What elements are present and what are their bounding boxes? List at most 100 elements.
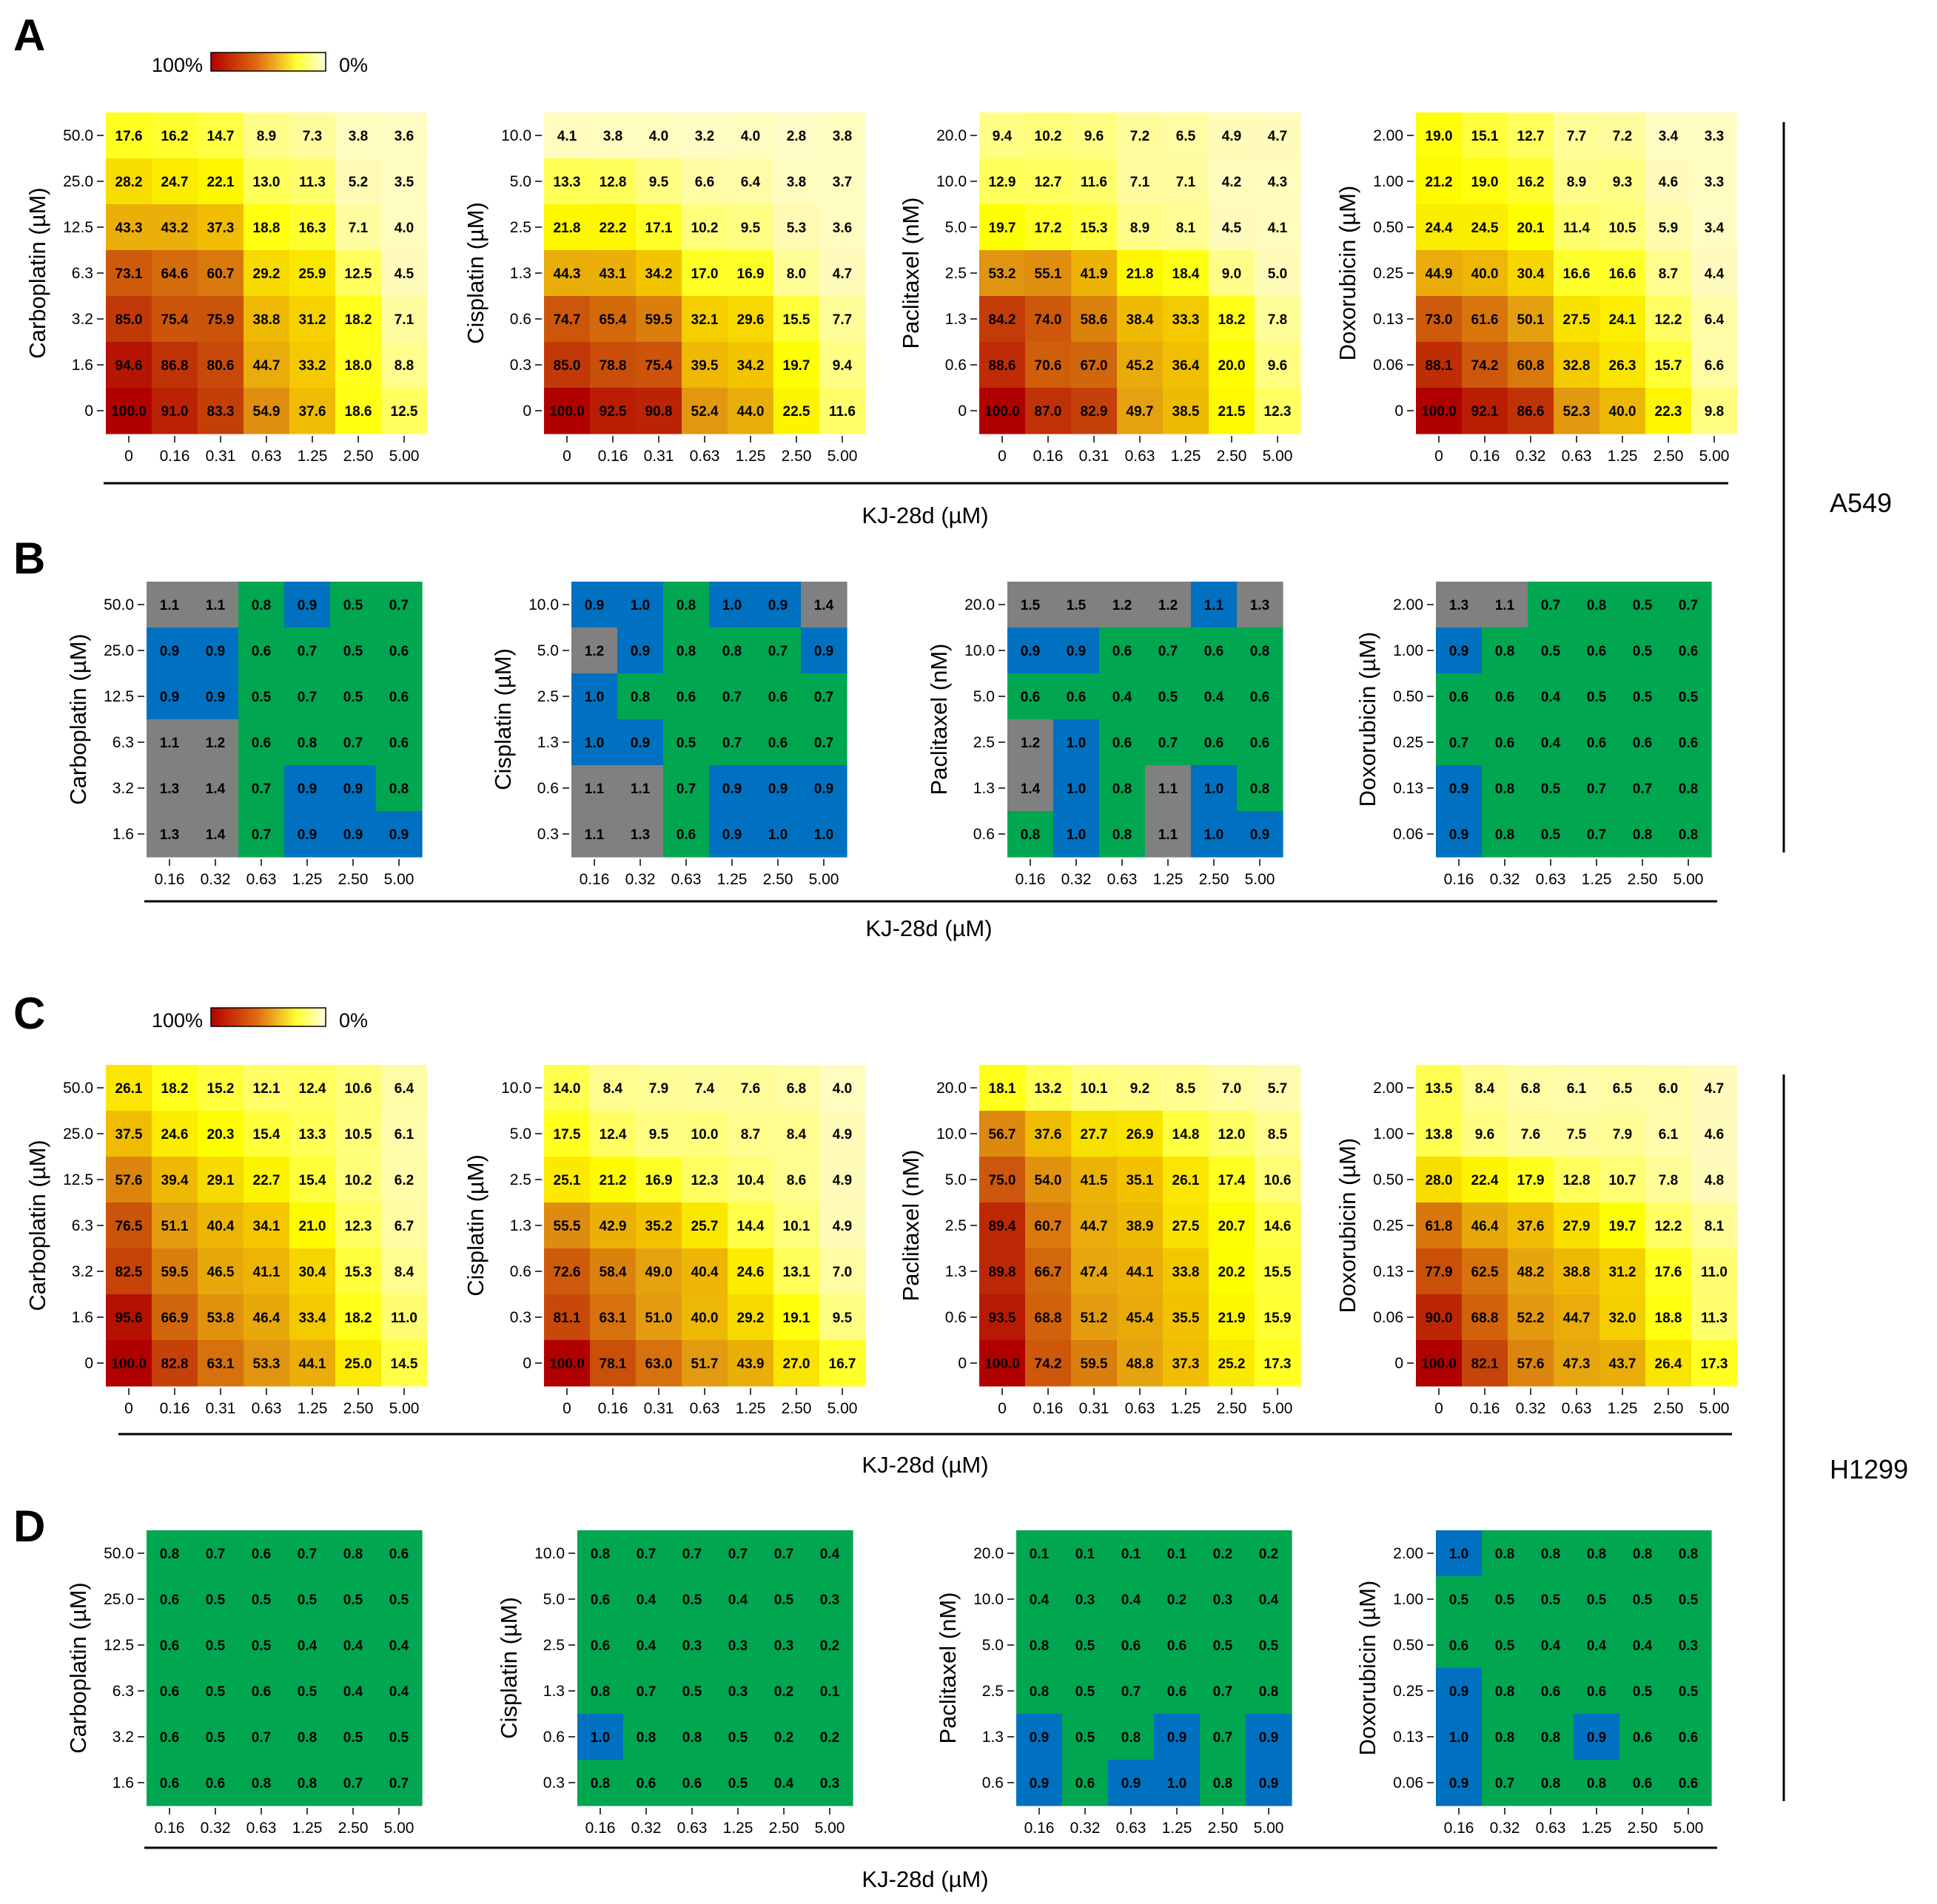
cell-value: 0.6	[160, 1592, 179, 1608]
heatmap-cell	[979, 296, 1026, 343]
heatmap-cell	[1163, 1065, 1209, 1111]
y-tick-label: 1.6	[72, 1309, 93, 1326]
cell-value: 0.7	[298, 1547, 317, 1562]
heatmap-cell	[669, 1530, 716, 1577]
cell-value: 37.6	[1035, 1127, 1062, 1143]
heatmap-cell	[1163, 158, 1209, 205]
cell-value: 0.4	[389, 1638, 409, 1654]
cell-value: 0.5	[728, 1776, 748, 1792]
y-tick-label: 0.3	[510, 357, 531, 374]
y-tick-label: 12.5	[63, 1171, 93, 1188]
cell-value: 14.0	[554, 1081, 581, 1097]
x-tick-label: 0.32	[201, 1820, 231, 1837]
cell-value: 0.8	[252, 598, 271, 613]
cell-value: 0.8	[1541, 1776, 1560, 1792]
cell-value: 0.7	[1587, 827, 1606, 843]
x-tick-label: 0.16	[160, 1400, 190, 1417]
heatmap-cell	[1665, 673, 1712, 720]
heatmap-cell	[1191, 628, 1238, 674]
cell-value: 85.0	[115, 312, 143, 328]
cell-value: 15.5	[1264, 1265, 1292, 1280]
x-tick-label: 0	[563, 1400, 571, 1417]
cell-value: 44.7	[1563, 1311, 1591, 1326]
heatmap-cell	[590, 250, 637, 297]
cell-value: 0.8	[1587, 598, 1606, 613]
y-tick-label: 1.6	[113, 826, 134, 843]
heatmap-cell	[1255, 250, 1301, 297]
heatmap-a3: 9.4 10.2 9.6 7.2 6.5 4.9 4.712.9 12.7 11.6 7.1 7.1…	[898, 112, 1301, 465]
heatmap-cell	[1053, 811, 1100, 858]
cell-value: 0.1	[1121, 1547, 1141, 1562]
y-tick-label: 0	[1394, 1355, 1403, 1372]
cell-value: 41.9	[1081, 266, 1108, 282]
heatmap-cell	[1071, 158, 1118, 205]
heatmap-cell	[682, 1340, 728, 1387]
heatmap-cell	[544, 388, 591, 434]
cell-value: 0.5	[1075, 1638, 1095, 1654]
heatmap-cell	[106, 1157, 152, 1203]
cell-value: 1.0	[1449, 1547, 1468, 1562]
cell-value: 0.3	[682, 1638, 702, 1654]
heatmap-cell	[335, 250, 382, 297]
cell-value: 15.5	[783, 312, 810, 328]
cell-value: 0.9	[298, 827, 317, 843]
heatmap-cell	[1099, 673, 1146, 720]
cell-value: 0.5	[343, 690, 363, 705]
cell-value: 0.6	[682, 1776, 702, 1792]
cell-value: 0.4	[343, 1638, 363, 1654]
cell-value: 53.2	[989, 266, 1016, 282]
y-axis-label: Cisplatin (µM)	[496, 1597, 522, 1739]
cell-value: 52.2	[1517, 1311, 1545, 1326]
cell-value: 0.8	[1495, 827, 1514, 843]
heatmap-cell	[1508, 250, 1554, 297]
heatmap-cell	[244, 250, 290, 297]
heatmap-cell	[1209, 250, 1255, 297]
x-tick-label: 0.16	[155, 1820, 185, 1837]
cell-value: 0.9	[1259, 1730, 1278, 1746]
cell-value: 1.1	[631, 781, 651, 797]
heatmap-cell	[1237, 673, 1283, 720]
heatmap-cell	[335, 1294, 382, 1341]
y-axis-label: Paclitaxel (nM)	[898, 1150, 924, 1302]
heatmap-cell	[1209, 296, 1255, 343]
cell-value: 60.7	[207, 266, 235, 282]
y-tick-label: 6.3	[72, 1217, 93, 1234]
heatmap-cell	[192, 1622, 239, 1669]
cell-value: 0.4	[637, 1592, 657, 1608]
heatmap-cell	[376, 1530, 423, 1577]
cell-value: 9.6	[1268, 358, 1287, 374]
cell-value: 0.5	[252, 1592, 272, 1608]
cell-value: 12.4	[299, 1081, 326, 1097]
cell-value: 43.9	[737, 1356, 765, 1372]
cell-value: 8.9	[1130, 221, 1149, 236]
cell-value: 17.9	[1517, 1173, 1545, 1188]
y-axis-label: Doxorubicin (µM)	[1354, 1581, 1380, 1756]
cell-value: 5.9	[1659, 221, 1678, 236]
cell-value: 75.0	[989, 1173, 1016, 1188]
cell-value: 1.2	[1112, 598, 1132, 613]
heatmap-cell	[544, 112, 591, 159]
cell-value: 0.5	[343, 644, 363, 659]
cell-value: 6.1	[1567, 1081, 1587, 1097]
cell-value: 4.1	[1268, 221, 1288, 236]
heatmap-cell	[1200, 1622, 1246, 1669]
y-tick-label: 1.3	[945, 311, 967, 328]
heatmap-cell	[1209, 1065, 1255, 1111]
cell-value: 0.6	[1495, 736, 1514, 751]
heatmap-cell	[979, 1294, 1026, 1341]
x-tick-label: 0.63	[1125, 1400, 1155, 1417]
cell-value: 44.0	[737, 404, 765, 420]
cell-value: 25.0	[345, 1356, 372, 1372]
cell-value: 4.9	[833, 1173, 852, 1188]
x-tick-label: 5.00	[1263, 448, 1293, 465]
x-tick-label: 0	[563, 448, 571, 465]
cell-value: 0.5	[206, 1592, 226, 1608]
cell-value: 2.8	[787, 129, 806, 144]
cell-value: 0.5	[389, 1730, 409, 1746]
cell-value: 17.6	[115, 129, 143, 144]
cell-value: 1.0	[1449, 1730, 1468, 1746]
cell-value: 0.7	[389, 598, 409, 613]
cell-value: 0.9	[1449, 827, 1468, 843]
heatmap-cell	[1025, 158, 1072, 205]
cell-value: 0.9	[768, 598, 788, 613]
